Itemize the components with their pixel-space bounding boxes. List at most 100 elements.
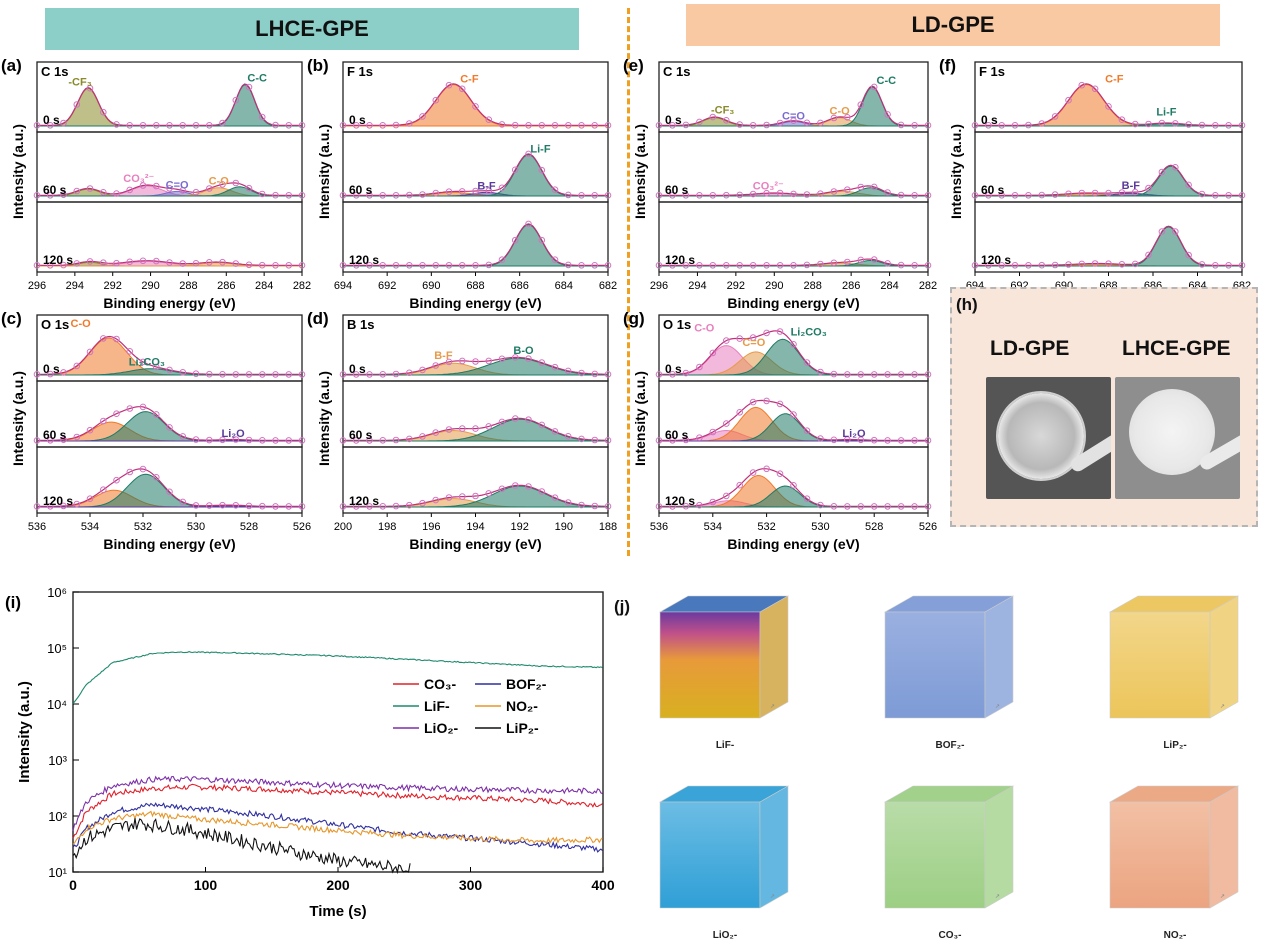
data-point <box>591 502 599 510</box>
time-label: 0 s <box>349 113 366 127</box>
data-point <box>139 182 147 189</box>
cube-side-face <box>1209 785 1239 909</box>
y-tick-label: 10⁶ <box>47 585 67 600</box>
xps-element-label: O 1s <box>663 317 691 332</box>
y-axis-label: Intensity (a.u.) <box>316 371 332 466</box>
data-point <box>245 371 253 378</box>
data-point <box>179 369 187 376</box>
data-point <box>192 370 200 378</box>
xps-element-label: F 1s <box>979 64 1005 79</box>
data-point <box>272 371 279 378</box>
cube-front-face <box>659 801 761 909</box>
fit-envelope <box>37 182 302 196</box>
x-tick-label: 530 <box>811 521 829 533</box>
data-point <box>285 262 293 269</box>
y-axis-label: Intensity (a.u.) <box>948 124 964 219</box>
y-axis-label: Intensity (a.u.) <box>632 371 648 466</box>
data-point <box>86 495 94 503</box>
data-point <box>857 183 865 191</box>
data-point <box>153 257 160 265</box>
data-point <box>379 371 387 378</box>
data-point <box>498 184 506 192</box>
data-point <box>352 503 360 510</box>
data-point <box>73 187 81 195</box>
data-point <box>47 437 54 444</box>
data-point <box>139 403 147 411</box>
data-point <box>86 348 94 356</box>
data-point <box>682 436 690 444</box>
data-point <box>830 114 838 122</box>
data-point <box>1198 261 1206 268</box>
xps-subplot-120s: 120 s <box>33 446 306 514</box>
data-point <box>445 494 453 501</box>
y-axis-label: Intensity (a.u.) <box>10 371 26 466</box>
time-label: 60 s <box>981 183 1005 197</box>
data-point <box>884 371 891 378</box>
data-point <box>511 166 519 174</box>
data-point <box>525 355 532 363</box>
data-point <box>472 262 479 269</box>
xps-element-label: F 1s <box>347 64 373 79</box>
x-tick-label: 200 <box>334 521 352 533</box>
data-point <box>803 191 811 198</box>
data-point <box>985 192 992 199</box>
data-point <box>803 495 811 503</box>
data-point <box>392 502 400 510</box>
data-point <box>655 262 663 269</box>
data-point <box>206 122 213 129</box>
data-point <box>339 437 347 444</box>
x-tick-label: 100 <box>194 877 218 893</box>
legend-label-LiP2-: LiP₂- <box>506 720 539 736</box>
data-point <box>245 184 253 192</box>
data-point <box>459 357 466 365</box>
time-label: 0 s <box>981 113 998 127</box>
data-point <box>525 122 532 129</box>
fit-envelope <box>343 417 608 441</box>
peak-label-B-F: B-F <box>477 180 496 192</box>
data-point <box>844 114 851 121</box>
data-point <box>100 486 107 494</box>
axis-glyph: ↗ <box>1220 704 1225 710</box>
cube-NO2: ↗ <box>1100 780 1250 920</box>
data-point <box>459 425 466 432</box>
data-point <box>166 185 173 192</box>
peak-Li-F <box>975 226 1242 267</box>
data-point <box>1198 121 1206 129</box>
data-point <box>604 262 612 269</box>
data-point <box>604 371 612 378</box>
data-point <box>578 122 585 129</box>
x-tick-label: 196 <box>422 521 440 533</box>
data-point <box>219 371 226 378</box>
legend-label-LiF-: LiF- <box>424 698 450 714</box>
data-point <box>46 192 54 199</box>
data-point <box>232 260 240 267</box>
section-divider <box>627 8 630 556</box>
data-point <box>1145 120 1152 128</box>
peak-label-C=O: C=O <box>742 337 765 349</box>
data-point <box>817 368 824 376</box>
series-LiP2- <box>72 818 411 875</box>
data-point <box>285 503 293 510</box>
time-label: 0 s <box>43 362 60 376</box>
data-point <box>971 262 979 269</box>
data-point <box>1025 192 1032 199</box>
data-point <box>669 371 676 378</box>
data-point <box>259 371 266 378</box>
fit-envelope <box>659 330 928 375</box>
cube-CO3: ↗ <box>875 780 1025 920</box>
y-tick-label: 10¹ <box>48 865 67 880</box>
fit-envelope <box>659 399 928 441</box>
fit-envelope <box>343 83 608 126</box>
cube-front-face <box>1109 611 1211 719</box>
data-point <box>525 483 532 490</box>
data-point <box>709 113 717 121</box>
data-point <box>749 334 757 341</box>
axis-glyph: ↗ <box>995 894 1000 900</box>
data-point <box>392 436 400 444</box>
data-point <box>870 371 878 378</box>
peak-label-C=O: C=O <box>166 179 189 191</box>
data-point <box>498 418 506 426</box>
fit-envelope <box>975 83 1242 126</box>
cube-front-face <box>884 611 986 719</box>
